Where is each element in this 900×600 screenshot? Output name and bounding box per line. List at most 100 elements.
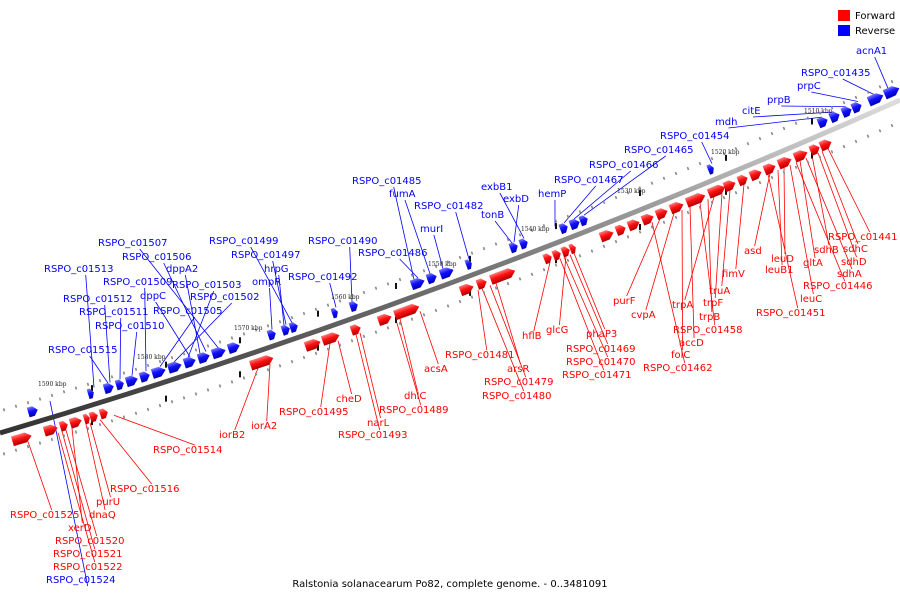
reverse-gene-arrow [706, 164, 714, 175]
leader-line [266, 364, 271, 422]
gene-label: RSPO_c01511 [79, 307, 149, 318]
tick-mark [386, 282, 390, 286]
tick-mark [446, 260, 450, 264]
gene-label: dhlC [404, 391, 426, 402]
tick-label: 1550 kbp [428, 261, 457, 268]
leader-line [85, 274, 95, 388]
tick-mark [206, 388, 210, 392]
tick-mark [614, 195, 618, 200]
reverse-gene-arrow [124, 375, 138, 388]
tick-mark [62, 390, 66, 394]
tick-mark [182, 352, 186, 356]
gene-label: fimV [722, 269, 745, 280]
leader-line [61, 431, 96, 550]
tick-mark [98, 378, 102, 383]
leader-line [359, 332, 381, 419]
leader-line [489, 285, 527, 378]
tick-mark [290, 315, 294, 320]
leader-line [563, 185, 597, 224]
tick-mark [170, 356, 174, 360]
forward-gene-arrow [598, 230, 614, 243]
tick-mark [254, 372, 258, 376]
tick-mark [422, 313, 426, 317]
tick-mark [302, 311, 306, 316]
tick-mark [674, 171, 678, 176]
tick-mark [374, 330, 378, 334]
forward-gene-arrow [614, 224, 626, 237]
leader-line [187, 290, 215, 358]
reverse-gene-arrow [330, 307, 338, 319]
gene-label: RSPO_c01505 [153, 306, 223, 317]
tick-label: 1510 kbp [804, 108, 833, 115]
tick-mark [674, 215, 678, 220]
reverse-gene-arrow [518, 238, 528, 250]
tick-mark [374, 286, 378, 290]
gene-label: hflB [522, 331, 542, 342]
leader-line [821, 151, 859, 245]
tick-mark [50, 437, 54, 442]
leader-line [155, 301, 191, 358]
tick-mark [338, 299, 342, 303]
tick-label: 1530 kbp [617, 188, 646, 195]
reverse-gene-arrow [348, 301, 358, 313]
gene-label: dppC [140, 291, 166, 302]
tick-mark [614, 239, 618, 244]
tick-mark [410, 273, 414, 277]
leader-line [65, 430, 98, 537]
tick-mark [542, 268, 546, 272]
reverse-gene-arrow [866, 93, 884, 107]
major-tick-mark [239, 337, 241, 344]
tick-mark [638, 186, 642, 190]
tick-mark [326, 303, 330, 307]
forward-gene-arrow [249, 355, 274, 371]
tick-mark [74, 430, 78, 434]
leader-line [119, 317, 122, 380]
gene-label: RSPO_c01492 [288, 272, 358, 283]
tick-mark [14, 404, 18, 408]
tick-mark [434, 264, 438, 269]
reverse-gene-arrow [840, 106, 852, 118]
tick-mark [542, 224, 546, 228]
gene-label: iorA2 [251, 421, 277, 432]
tick-mark [26, 444, 30, 449]
label-leader-lines [27, 56, 889, 587]
gene-label: acnA1 [856, 46, 887, 57]
tick-mark [38, 397, 42, 401]
tick-mark [578, 254, 582, 258]
reverse-gene-arrow [114, 379, 124, 391]
forward-gene-arrow [551, 249, 561, 261]
forward-gene-arrow [762, 163, 776, 176]
tick-label: 1540 kbp [521, 226, 550, 233]
leader-line [89, 422, 111, 498]
leader-line [754, 173, 771, 247]
tick-mark [182, 396, 186, 400]
tick-mark [230, 336, 234, 340]
reverse-gene-arrow [438, 267, 454, 280]
gene-label: prpB [767, 95, 791, 106]
reverse-gene-arrow [425, 273, 437, 285]
tick-mark [50, 393, 54, 398]
tick-mark [242, 376, 246, 380]
tick-mark [650, 225, 654, 229]
tick-mark [530, 272, 534, 277]
tick-mark [422, 269, 426, 273]
leader-line [499, 192, 525, 239]
major-tick-mark [811, 152, 813, 159]
forward-gene-arrow [684, 193, 706, 208]
forward-gene-arrow [706, 184, 726, 199]
major-tick-mark [395, 316, 397, 323]
gene-label: RSPO_c01471 [562, 370, 632, 381]
forward-gene-labels: RSPO_c01441 sdhC sdhD sdhB sdhA gltA RSP… [10, 232, 898, 573]
forward-gene-arrow [475, 278, 487, 290]
forward-gene-arrow [393, 303, 420, 321]
tick-mark [158, 359, 162, 364]
gene-label: RSPO_c01516 [110, 484, 180, 495]
reverse-gene-arrow [210, 347, 226, 360]
tick-mark [14, 448, 18, 452]
tick-mark [722, 151, 726, 156]
gene-label: fumA [389, 189, 416, 200]
tick-mark [470, 251, 474, 255]
gene-label: RSPO_c01522 [53, 562, 123, 573]
tick-mark [746, 185, 750, 190]
tick-mark [518, 277, 522, 281]
